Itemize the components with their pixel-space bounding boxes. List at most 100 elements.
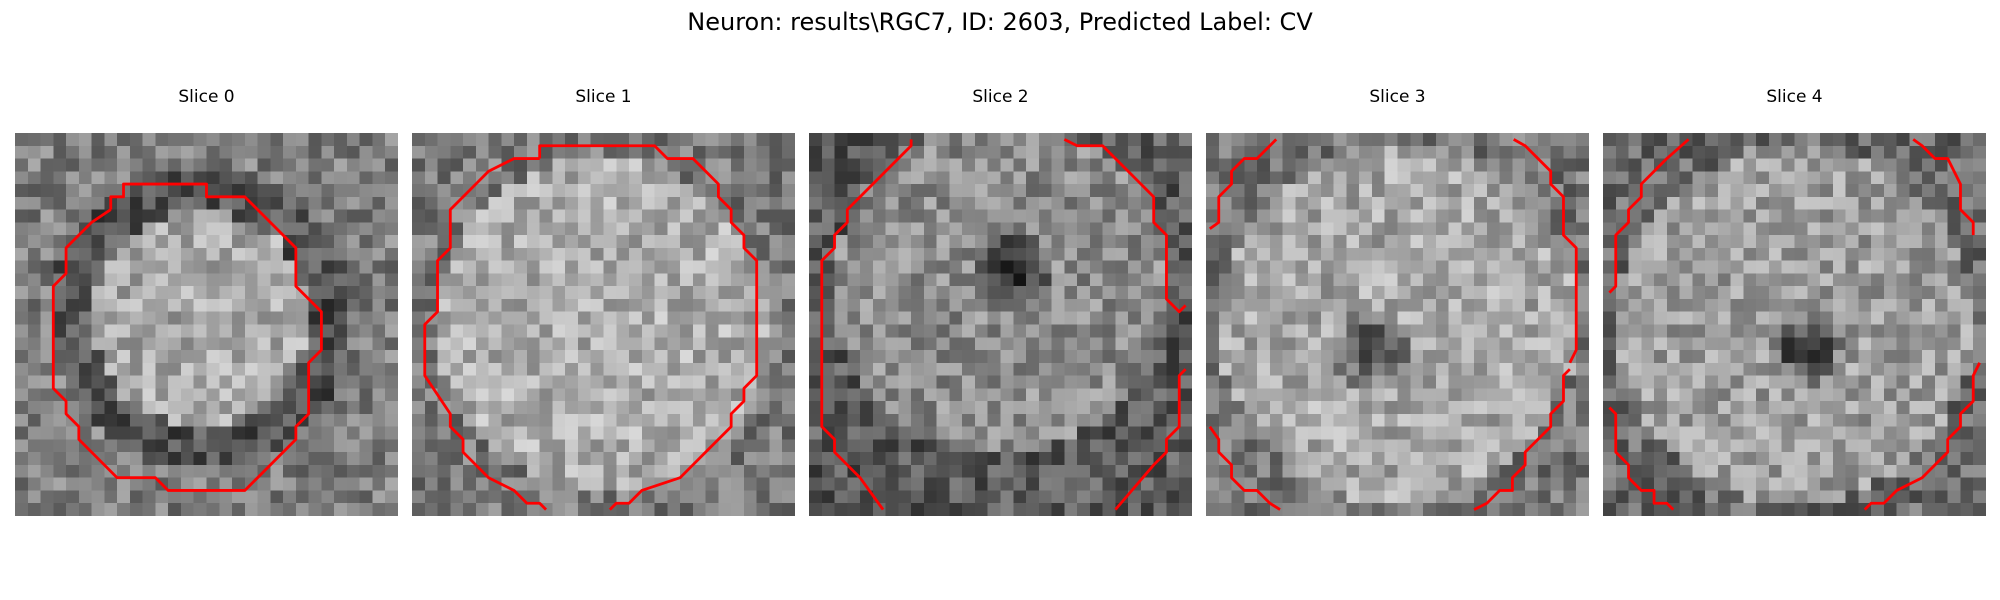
pixel	[1756, 388, 1770, 402]
pixel	[1089, 184, 1103, 198]
pixel	[1038, 311, 1052, 325]
pixel	[1576, 401, 1589, 415]
pixel	[1499, 337, 1513, 351]
pixel	[603, 286, 617, 300]
pixel	[1499, 133, 1513, 147]
pixel	[308, 171, 322, 185]
pixel	[180, 196, 194, 210]
pixel	[705, 286, 719, 300]
pixel	[295, 452, 309, 466]
pixel	[1525, 324, 1539, 338]
pixel	[641, 311, 655, 325]
pixel	[1654, 324, 1668, 338]
pixel	[667, 401, 681, 415]
pixel	[577, 133, 591, 147]
pixel	[936, 209, 950, 223]
pixel	[847, 452, 861, 466]
pixel	[782, 477, 795, 491]
pixel	[1896, 222, 1910, 236]
pixel	[180, 133, 194, 147]
pixel	[1654, 273, 1668, 287]
pixel	[283, 247, 297, 261]
pixel	[1166, 145, 1180, 159]
pixel	[1013, 413, 1027, 427]
pixel	[821, 401, 835, 415]
pixel	[974, 490, 988, 504]
pixel	[1064, 196, 1078, 210]
pixel	[1308, 375, 1322, 389]
pixel	[1371, 452, 1385, 466]
pixel	[1525, 388, 1539, 402]
pixel	[1026, 171, 1040, 185]
pixel	[1909, 286, 1923, 300]
pixel	[244, 452, 258, 466]
pixel	[501, 184, 515, 198]
pixel	[705, 375, 719, 389]
pixel	[577, 452, 591, 466]
pixel	[987, 388, 1001, 402]
pixel	[1692, 260, 1706, 274]
pixel	[257, 439, 271, 453]
pixel	[1461, 184, 1475, 198]
pixel	[1308, 439, 1322, 453]
pixel	[860, 171, 874, 185]
pixel	[321, 171, 335, 185]
pixel	[450, 171, 464, 185]
pixel	[295, 503, 309, 516]
pixel	[1320, 350, 1334, 364]
pixel	[1051, 375, 1065, 389]
pixel	[1064, 503, 1078, 516]
pixel	[66, 158, 80, 172]
pixel	[257, 401, 271, 415]
pixel	[898, 247, 912, 261]
pixel	[987, 503, 1001, 516]
pixel	[219, 196, 233, 210]
pixel	[577, 298, 591, 312]
pixel	[1128, 350, 1142, 364]
pixel	[1371, 184, 1385, 198]
pixel	[590, 260, 604, 274]
pixel	[718, 235, 732, 249]
pixel	[155, 324, 169, 338]
pixel	[731, 362, 745, 376]
pixel	[782, 196, 795, 210]
pixel	[1909, 426, 1923, 440]
pixel	[437, 350, 451, 364]
pixel	[1269, 286, 1283, 300]
pixel	[219, 286, 233, 300]
pixel	[1179, 311, 1192, 325]
pixel	[501, 311, 515, 325]
pixel	[514, 133, 528, 147]
pixel	[475, 286, 489, 300]
pixel	[565, 133, 579, 147]
pixel	[1794, 350, 1808, 364]
pixel	[1512, 184, 1526, 198]
pixel	[1077, 426, 1091, 440]
pixel	[782, 298, 795, 312]
pixel	[117, 477, 131, 491]
pixel	[1346, 388, 1360, 402]
pixel	[193, 464, 207, 478]
pixel	[1550, 477, 1564, 491]
pixel	[898, 362, 912, 376]
pixel	[475, 375, 489, 389]
pixel	[949, 401, 963, 415]
pixel	[1346, 247, 1360, 261]
pixel	[1525, 452, 1539, 466]
pixel	[1295, 413, 1309, 427]
pixel	[667, 209, 681, 223]
pixel	[1563, 145, 1577, 159]
pixel	[232, 362, 246, 376]
pixel	[295, 311, 309, 325]
pixel	[718, 209, 732, 223]
pixel	[501, 235, 515, 249]
pixel	[308, 235, 322, 249]
pixel	[1781, 158, 1795, 172]
pixel	[949, 375, 963, 389]
pixel	[1705, 350, 1719, 364]
pixel	[1781, 247, 1795, 261]
pixel	[270, 426, 284, 440]
pixel	[27, 362, 41, 376]
pixel	[834, 375, 848, 389]
pixel	[270, 247, 284, 261]
